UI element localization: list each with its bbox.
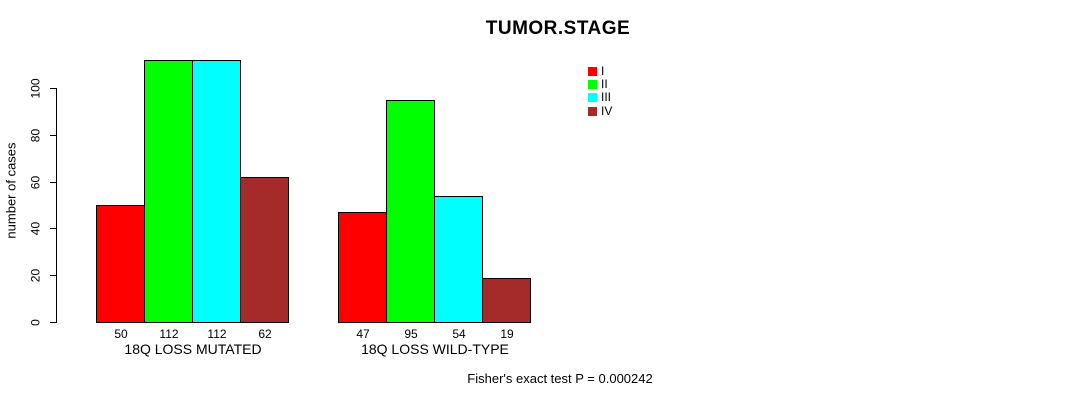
legend-label-I: I — [601, 64, 605, 78]
y-axis-tick — [50, 88, 57, 89]
legend-label-IV: IV — [601, 104, 613, 118]
y-axis-tick-label: 60 — [28, 175, 43, 189]
bar-stage-I-group-1 — [96, 205, 145, 323]
bar-value-label: 112 — [207, 327, 227, 341]
y-axis-tick — [50, 134, 57, 136]
legend-swatch-I — [588, 67, 597, 76]
y-axis-tick-label: 0 — [28, 319, 43, 326]
bar-stage-IV-group-1 — [240, 177, 289, 323]
bar-value-label: 47 — [356, 327, 370, 341]
y-axis-tick — [50, 322, 57, 323]
group-label: 18Q LOSS MUTATED — [124, 341, 262, 357]
chart-title: TUMOR.STAGE — [485, 18, 631, 39]
y-axis-tick — [50, 275, 57, 277]
y-axis-tick-label: 20 — [28, 269, 43, 283]
legend-label-III: III — [601, 90, 612, 104]
legend-swatch-III — [588, 93, 597, 102]
group-label: 18Q LOSS WILD-TYPE — [361, 341, 509, 357]
legend-swatch-IV — [588, 107, 597, 116]
bar-stage-IV-group-2 — [482, 278, 531, 323]
legend-label-II: II — [601, 77, 608, 91]
y-axis-tick — [50, 181, 57, 183]
bar-stage-II-group-2 — [386, 100, 435, 323]
legend-swatch-II — [588, 80, 597, 89]
y-axis-tick-label: 80 — [28, 128, 43, 142]
bar-value-label: 50 — [114, 327, 128, 341]
y-axis-line — [56, 88, 57, 323]
y-axis-tick — [50, 228, 57, 230]
bar-stage-I-group-2 — [338, 212, 387, 323]
bar-stage-II-group-1 — [144, 60, 193, 323]
bar-stage-III-group-1 — [192, 60, 241, 323]
bar-value-label: 54 — [452, 327, 466, 341]
bar-value-label: 95 — [404, 327, 418, 341]
y-axis-tick-label: 40 — [28, 222, 43, 236]
annotation-text: Fisher's exact test P = 0.000242 — [467, 371, 653, 386]
y-axis-label: number of cases — [3, 142, 19, 239]
y-axis-tick-label: 100 — [28, 78, 43, 99]
bar-value-label: 19 — [500, 327, 514, 341]
bar-stage-III-group-2 — [434, 196, 483, 323]
bar-value-label: 112 — [159, 327, 179, 341]
bar-value-label: 62 — [258, 327, 272, 341]
